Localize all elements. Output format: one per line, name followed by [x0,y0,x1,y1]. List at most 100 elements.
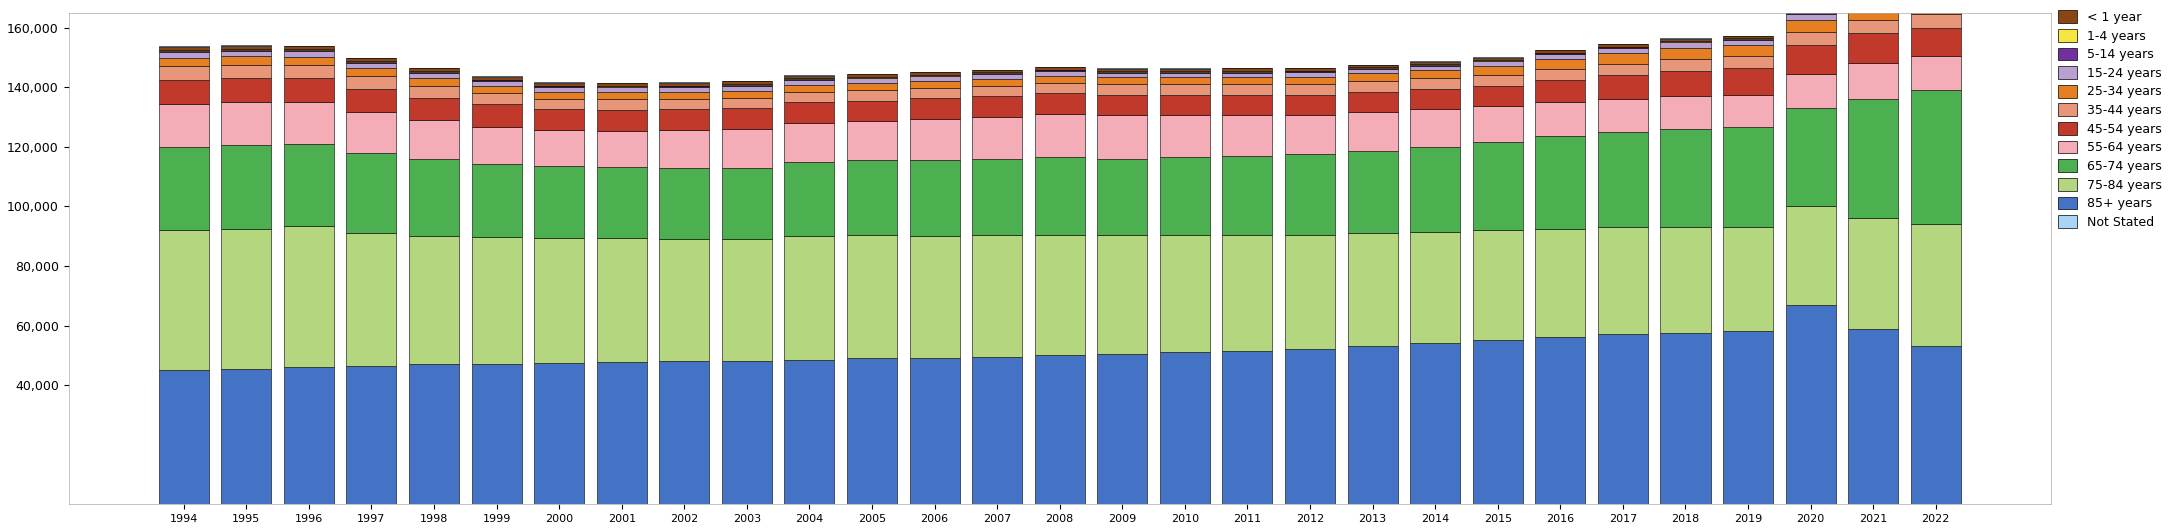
Bar [1161,157,1211,235]
Bar [1598,75,1648,99]
Bar [1535,229,1585,337]
Bar [1222,95,1272,115]
Bar [596,83,646,86]
Bar [659,239,709,361]
Bar [785,360,835,504]
Bar [1161,78,1211,84]
Bar [472,93,522,105]
Bar [1348,113,1398,151]
Bar [1035,157,1085,235]
Bar [1222,156,1272,235]
Bar [1472,340,1522,504]
Bar [1161,84,1211,95]
Bar [535,92,585,99]
Bar [1472,66,1522,75]
Bar [1724,68,1774,95]
Bar [722,129,772,168]
Bar [785,123,835,161]
Bar [848,90,898,100]
Bar [409,85,459,98]
Bar [409,120,459,159]
Bar [1035,93,1085,114]
Bar [1535,59,1585,68]
Bar [1661,227,1711,333]
Bar [409,159,459,236]
Bar [909,119,959,159]
Bar [535,109,585,130]
Bar [1848,33,1898,63]
Bar [159,46,209,47]
Bar [159,230,209,370]
Bar [785,85,835,91]
Bar [472,164,522,237]
Bar [346,61,396,62]
Bar [596,131,646,167]
Bar [1785,10,1835,13]
Bar [1911,14,1961,28]
Bar [659,130,709,168]
Bar [222,49,272,50]
Bar [1285,349,1335,504]
Bar [159,66,209,80]
Bar [285,78,335,102]
Bar [1098,78,1148,84]
Bar [785,102,835,123]
Bar [222,229,272,369]
Bar [1535,337,1585,504]
Bar [1785,32,1835,46]
Bar [596,86,646,87]
Bar [159,147,209,230]
Bar [909,358,959,504]
Bar [972,85,1022,96]
Bar [722,84,772,85]
Bar [1222,73,1272,77]
Bar [909,76,959,81]
Bar [285,102,335,144]
Bar [1724,46,1774,56]
Bar [222,369,272,504]
Bar [1848,20,1898,33]
Bar [535,83,585,85]
Bar [659,168,709,239]
Bar [909,72,959,75]
Bar [1411,65,1461,66]
Bar [722,168,772,239]
Bar [472,364,522,504]
Bar [722,108,772,129]
Bar [1098,68,1148,71]
Bar [222,78,272,102]
Bar [1535,50,1585,53]
Bar [1724,38,1774,39]
Bar [1098,115,1148,159]
Bar [972,357,1022,504]
Bar [785,236,835,360]
Bar [285,144,335,226]
Bar [1724,36,1774,38]
Bar [972,235,1022,357]
Bar [1785,207,1835,305]
Bar [659,109,709,130]
Bar [1598,64,1648,75]
Bar [1785,108,1835,207]
Bar [848,78,898,79]
Bar [1098,354,1148,504]
Bar [596,92,646,99]
Bar [1785,46,1835,74]
Bar [1411,147,1461,232]
Bar [1222,68,1272,71]
Bar [222,145,272,229]
Bar [1348,65,1398,67]
Bar [1222,115,1272,156]
Bar [535,166,585,237]
Bar [1285,76,1335,84]
Bar [1348,67,1398,68]
Bar [1598,99,1648,132]
Bar [222,46,272,49]
Bar [1098,72,1148,73]
Bar [1035,71,1085,76]
Bar [535,87,585,92]
Bar [1411,64,1461,65]
Bar [1348,91,1398,113]
Bar [285,57,335,65]
Bar [472,80,522,81]
